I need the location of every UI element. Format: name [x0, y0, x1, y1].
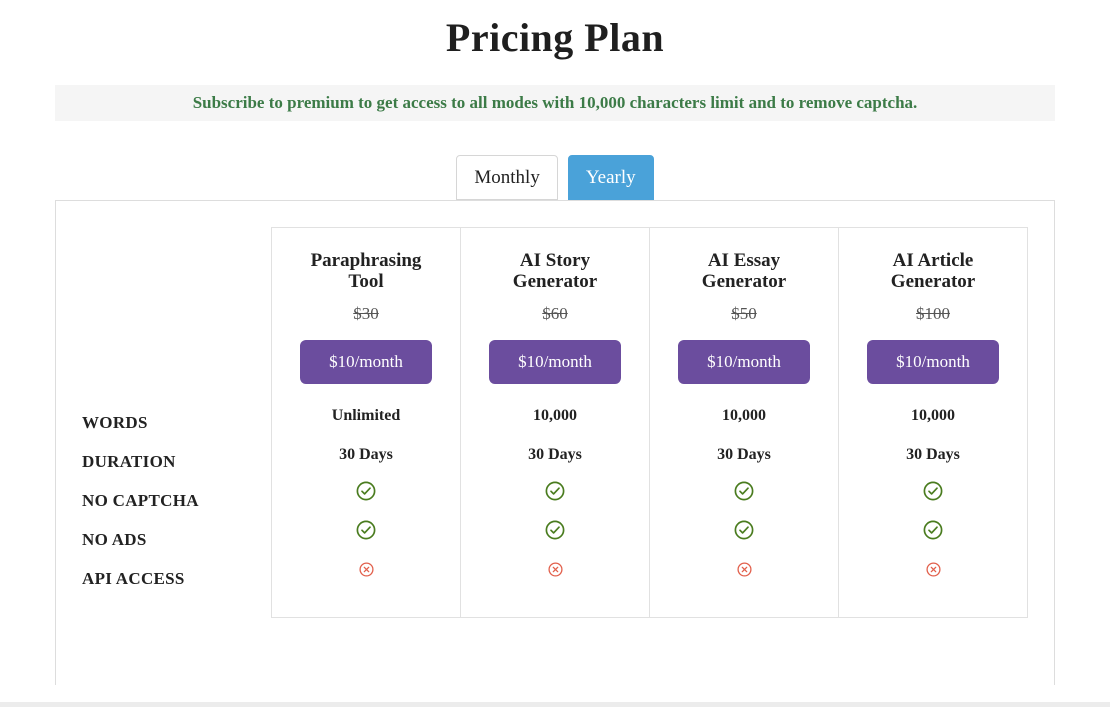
x-circle-icon [736, 561, 752, 582]
plan-name: AI Article Generator [890, 250, 976, 292]
premium-banner: Subscribe to premium to get access to al… [55, 85, 1055, 121]
plan-api-access-value [650, 552, 838, 591]
subscribe-button[interactable]: $10/month [678, 340, 810, 384]
plan-column: AI Story Generator $60 $10/month 10,000 30 D… [460, 227, 650, 618]
tab-yearly[interactable]: Yearly [567, 155, 654, 200]
plan-original-price: $30 [353, 304, 379, 323]
plan-duration-value: 30 Days [339, 445, 393, 463]
feature-label: DURATION [82, 451, 176, 471]
plan-no-ads-value [839, 513, 1027, 552]
plan-duration-value: 30 Days [717, 445, 771, 463]
subscribe-button[interactable]: $10/month [489, 340, 621, 384]
page-title: Pricing Plan [445, 15, 665, 60]
check-circle-icon [734, 481, 754, 506]
check-circle-icon [545, 520, 565, 545]
check-circle-icon [356, 520, 376, 545]
x-circle-icon [547, 561, 563, 582]
feature-label: WORDS [82, 412, 148, 432]
plan-header: Paraphrasing Tool $30 $10/month [272, 228, 460, 396]
plan-column: Paraphrasing Tool $30 $10/month Unlimited 30… [271, 227, 461, 618]
plan-words-value: 10,000 [533, 406, 577, 424]
check-circle-icon [734, 520, 754, 545]
plan-no-captcha-value [650, 474, 838, 513]
check-circle-icon [923, 481, 943, 506]
premium-banner-text: Subscribe to premium to get access to al… [192, 93, 918, 112]
plan-no-captcha-value [272, 474, 460, 513]
plan-original-price: $60 [542, 304, 568, 323]
plan-words-value: Unlimited [331, 406, 401, 424]
plan-duration-value: 30 Days [906, 445, 960, 463]
plan-name: AI Story Generator [512, 250, 598, 292]
plan-no-captcha-value [461, 474, 649, 513]
plan-name: AI Essay Generator [701, 250, 787, 292]
plan-header: AI Article Generator $100 $10/month [839, 228, 1027, 396]
plan-original-price: $50 [731, 304, 757, 323]
check-circle-icon [545, 481, 565, 506]
plan-duration-value: 30 Days [528, 445, 582, 463]
plan-column: AI Article Generator $100 $10/month 10,000 3… [838, 227, 1028, 618]
billing-period-tabs: Monthly Yearly [55, 155, 1055, 200]
check-circle-icon [923, 520, 943, 545]
plan-original-price: $100 [916, 304, 950, 323]
plan-no-ads-value [461, 513, 649, 552]
feature-label: NO ADS [82, 529, 147, 549]
tab-monthly[interactable]: Monthly [456, 155, 558, 200]
plan-no-ads-value [272, 513, 460, 552]
plan-api-access-value [461, 552, 649, 591]
plan-words-value: 10,000 [722, 406, 766, 424]
subscribe-button[interactable]: $10/month [300, 340, 432, 384]
plan-column: AI Essay Generator $50 $10/month 10,000 30 D… [649, 227, 839, 618]
plan-no-captcha-value [839, 474, 1027, 513]
plan-header: AI Story Generator $60 $10/month [461, 228, 649, 396]
feature-label: NO CAPTCHA [82, 490, 199, 510]
next-section-edge [0, 702, 1110, 707]
plan-words-value: 10,000 [911, 406, 955, 424]
pricing-card: WORDS DURATION NO CAPTCHA NO ADS API ACCESS … [55, 200, 1055, 685]
plans-table: Paraphrasing Tool $30 $10/month Unlimited 30… [271, 227, 1028, 618]
plan-no-ads-value [650, 513, 838, 552]
plan-api-access-value [272, 552, 460, 591]
plan-api-access-value [839, 552, 1027, 591]
plan-name: Paraphrasing Tool [310, 250, 422, 292]
subscribe-button[interactable]: $10/month [867, 340, 999, 384]
feature-labels-column: WORDS DURATION NO CAPTCHA NO ADS API ACCESS [82, 227, 271, 598]
x-circle-icon [358, 561, 374, 582]
feature-label: API ACCESS [82, 568, 185, 588]
check-circle-icon [356, 481, 376, 506]
x-circle-icon [925, 561, 941, 582]
plan-header: AI Essay Generator $50 $10/month [650, 228, 838, 396]
